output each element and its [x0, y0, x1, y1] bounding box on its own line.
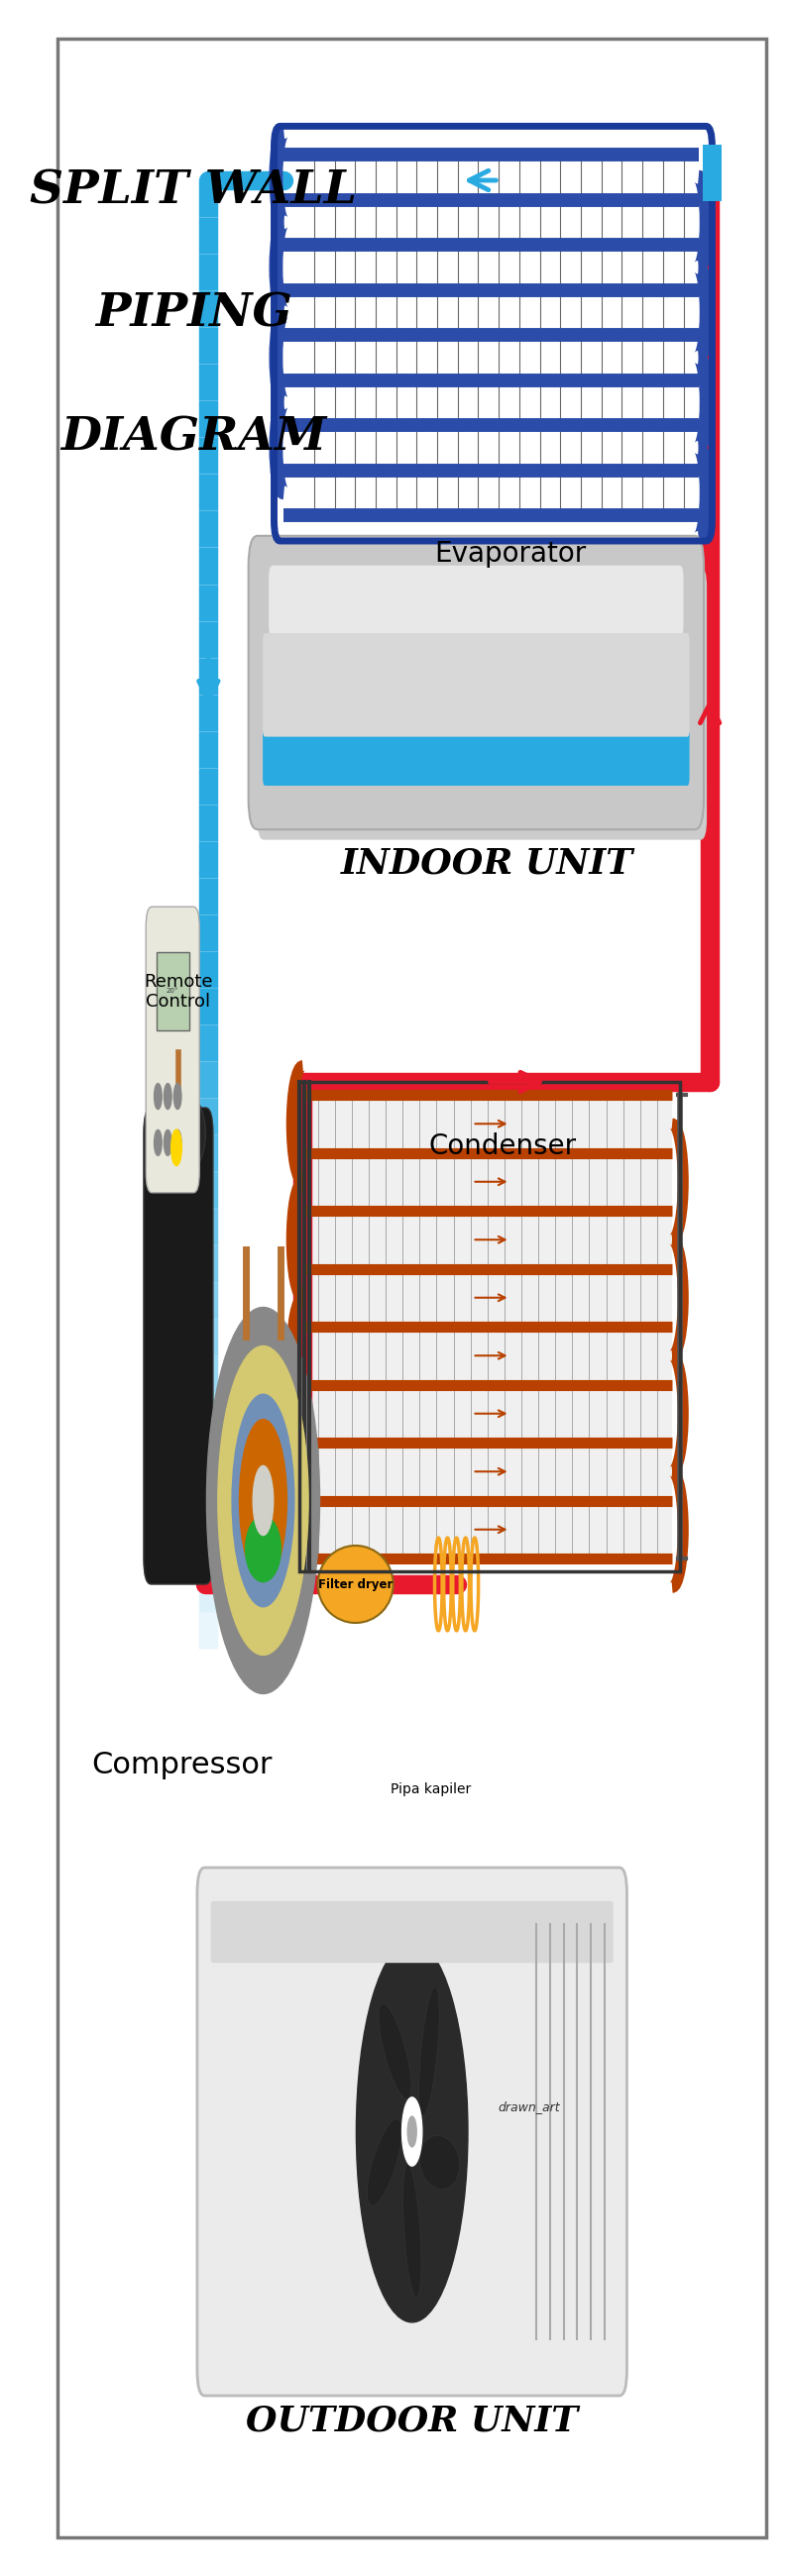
FancyBboxPatch shape: [263, 634, 690, 737]
Circle shape: [154, 1084, 162, 1110]
Ellipse shape: [379, 2004, 411, 2099]
Ellipse shape: [245, 1515, 282, 1582]
FancyBboxPatch shape: [211, 1901, 613, 1963]
Circle shape: [402, 2097, 422, 2166]
Text: Condenser: Condenser: [428, 1133, 577, 1159]
FancyBboxPatch shape: [263, 729, 690, 786]
Circle shape: [408, 2117, 417, 2146]
Circle shape: [164, 1131, 171, 1157]
FancyBboxPatch shape: [702, 144, 721, 201]
FancyBboxPatch shape: [276, 129, 710, 528]
FancyBboxPatch shape: [58, 39, 766, 2537]
Ellipse shape: [318, 1546, 393, 1623]
Text: INDOOR UNIT: INDOOR UNIT: [341, 845, 634, 881]
Text: Filter dryer: Filter dryer: [318, 1577, 393, 1589]
Circle shape: [232, 1394, 294, 1607]
Circle shape: [171, 1128, 181, 1164]
Ellipse shape: [403, 2164, 421, 2298]
Text: DIAGRAM: DIAGRAM: [61, 415, 327, 461]
Ellipse shape: [420, 2136, 460, 2190]
Circle shape: [174, 1131, 181, 1157]
Circle shape: [154, 1131, 162, 1157]
Text: OUTDOOR UNIT: OUTDOOR UNIT: [246, 2403, 578, 2439]
Circle shape: [207, 1309, 320, 1695]
Text: drawn_art: drawn_art: [498, 2102, 560, 2112]
FancyBboxPatch shape: [249, 536, 704, 829]
Text: SPLIT WALL: SPLIT WALL: [30, 167, 357, 214]
Circle shape: [357, 1942, 468, 2324]
Circle shape: [174, 1084, 181, 1110]
Circle shape: [253, 1466, 273, 1535]
Ellipse shape: [151, 1087, 205, 1180]
FancyBboxPatch shape: [197, 1868, 627, 2396]
Ellipse shape: [419, 1986, 439, 2117]
FancyBboxPatch shape: [303, 1095, 672, 1558]
Circle shape: [239, 1419, 287, 1582]
Text: Compressor: Compressor: [92, 1749, 272, 1780]
FancyBboxPatch shape: [269, 564, 683, 636]
FancyBboxPatch shape: [144, 1108, 213, 1584]
FancyBboxPatch shape: [156, 951, 189, 1030]
Text: Evaporator: Evaporator: [434, 541, 586, 567]
Text: 20°: 20°: [166, 989, 179, 994]
FancyBboxPatch shape: [257, 567, 707, 840]
Text: PIPING: PIPING: [95, 291, 292, 337]
Circle shape: [164, 1084, 171, 1110]
Circle shape: [218, 1345, 308, 1656]
FancyBboxPatch shape: [146, 907, 200, 1193]
Text: Pipa kapiler: Pipa kapiler: [391, 1783, 471, 1795]
Ellipse shape: [367, 2117, 402, 2205]
Text: Remote
Control: Remote Control: [144, 974, 213, 1010]
